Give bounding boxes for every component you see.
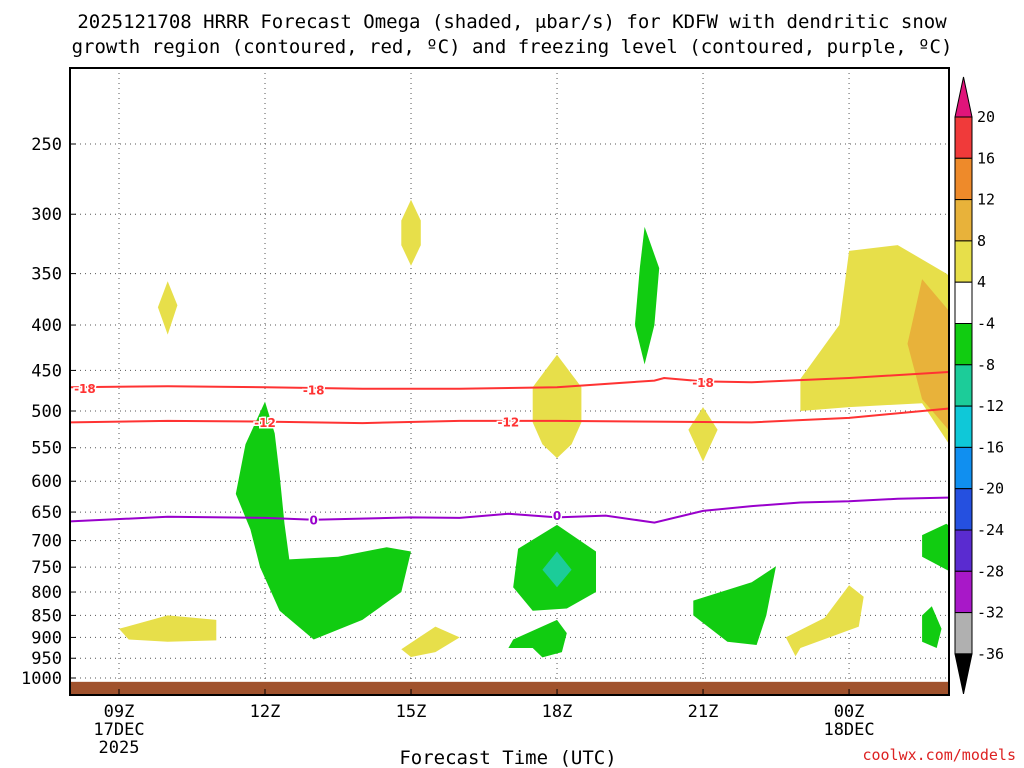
omega-green-bottom: [508, 619, 567, 658]
colorbar-bin: [954, 281, 973, 325]
colorbar-label: -16: [977, 438, 1004, 456]
y-tick-label: 550: [31, 439, 62, 459]
colorbar-top-triangle: [954, 76, 973, 118]
temperature-contours: -18 -18 -18 -12 -12 0 0: [70, 371, 949, 529]
colorbar-label: -20: [977, 480, 1004, 498]
omega-green-right: [922, 523, 949, 571]
colorbar-bin: [954, 199, 973, 242]
omega-teal-18z: [542, 551, 572, 588]
freezing-level-label: 0: [553, 509, 561, 523]
omega-green-left: [235, 401, 411, 640]
y-tick-label: 800: [31, 583, 62, 603]
chart-title-line-1: 2025121708 HRRR Forecast Omega (shaded, …: [77, 11, 947, 33]
colorbar-label: 4: [977, 273, 986, 291]
credit-text: coolwx.com/models: [862, 746, 1016, 764]
x-tick-date-label: 17DEC: [93, 720, 144, 740]
colorbar-bottom-triangle: [954, 653, 973, 695]
freezing-level-label: 0: [310, 513, 318, 527]
omega-yellow-385: [157, 281, 178, 335]
y-tick-label: 650: [31, 503, 62, 523]
chart-title-line-2: growth region (contoured, red, ºC) and f…: [72, 36, 953, 58]
x-tick-date-label: 18DEC: [823, 720, 874, 740]
dgz-minus18-line: [70, 371, 949, 390]
colorbar-label: -4: [977, 315, 995, 333]
dgz-minus18-label: -18: [74, 382, 96, 396]
colorbar-label: 8: [977, 232, 986, 250]
y-tick-label: 1000: [21, 669, 62, 689]
colorbar-bin: [954, 157, 973, 201]
omega-green-small: [922, 606, 942, 648]
colorbar-bin: [954, 612, 973, 655]
ground-layer: [70, 681, 949, 695]
x-tick-label: 15Z: [396, 702, 427, 722]
x-tick-label: 18Z: [542, 702, 573, 722]
x-axis-title: Forecast Time (UTC): [399, 747, 616, 768]
colorbar-bin: [954, 570, 973, 614]
colorbar-bin: [954, 323, 973, 366]
y-tick-label: 700: [31, 532, 62, 552]
y-tick-label: 900: [31, 628, 62, 648]
colorbar-bin: [954, 488, 973, 531]
x-tick-label: 00Z: [834, 702, 865, 722]
y-tick-label: 400: [31, 316, 62, 336]
omega-green-21z: [693, 566, 776, 645]
x-tick-label: 09Z: [104, 702, 135, 722]
colorbar-label: -32: [977, 604, 1004, 622]
colorbar: 20 16 12 8 4 -4 -8 -12 -16 -20 -24 -28 -32 -36: [954, 76, 1004, 695]
x-tick-year-label: 2025: [99, 738, 140, 758]
colorbar-label: -28: [977, 562, 1004, 580]
colorbar-label: -12: [977, 397, 1004, 415]
y-tick-label: 950: [31, 649, 62, 669]
colorbar-bin: [954, 240, 973, 283]
omega-yellow-530: [688, 407, 718, 462]
dgz-minus12-label: -12: [498, 415, 520, 429]
y-tick-label: 350: [31, 265, 62, 285]
y-tick-label: 850: [31, 606, 62, 626]
colorbar-label: -36: [977, 645, 1004, 663]
omega-yellow-500: [532, 354, 582, 459]
plot-frame: [69, 67, 950, 696]
x-tick-label: 12Z: [250, 702, 281, 722]
omega-yellow-880: [119, 615, 217, 642]
colorbar-bin: [954, 529, 973, 572]
omega-yellow-300: [401, 199, 421, 266]
freezing-level-line: [70, 496, 949, 524]
colorbar-label: 16: [977, 149, 995, 167]
colorbar-label: -8: [977, 356, 995, 374]
colorbar-label: 12: [977, 191, 995, 209]
y-tick-label: 300: [31, 205, 62, 225]
dgz-minus18-label: -18: [692, 376, 714, 390]
axes: 2503003504004505005506006507007508008509…: [21, 67, 950, 758]
y-tick-label: 250: [31, 135, 62, 155]
colorbar-label: -24: [977, 521, 1004, 539]
y-tick-label: 450: [31, 361, 62, 381]
dgz-minus18-label: -18: [303, 383, 325, 397]
colorbar-bin: [954, 405, 973, 448]
y-tick-label: 750: [31, 558, 62, 578]
colorbar-label: 20: [977, 108, 995, 126]
x-tick-label: 21Z: [688, 702, 719, 722]
colorbar-bin: [954, 446, 973, 490]
omega-shading: [119, 199, 949, 658]
omega-green-jet: [634, 226, 660, 365]
omega-gold-right: [907, 279, 949, 431]
y-tick-label: 600: [31, 472, 62, 492]
y-tick-label: 500: [31, 402, 62, 422]
colorbar-bin: [954, 116, 973, 159]
dgz-minus12-line: [70, 407, 949, 425]
omega-yellow-925: [401, 626, 460, 657]
dgz-minus12-label: -12: [254, 416, 276, 430]
omega-yellow-860: [785, 585, 864, 657]
omega-yellow-upper-right: [800, 245, 949, 444]
ground-fill: [70, 681, 949, 695]
colorbar-bin: [954, 364, 973, 407]
